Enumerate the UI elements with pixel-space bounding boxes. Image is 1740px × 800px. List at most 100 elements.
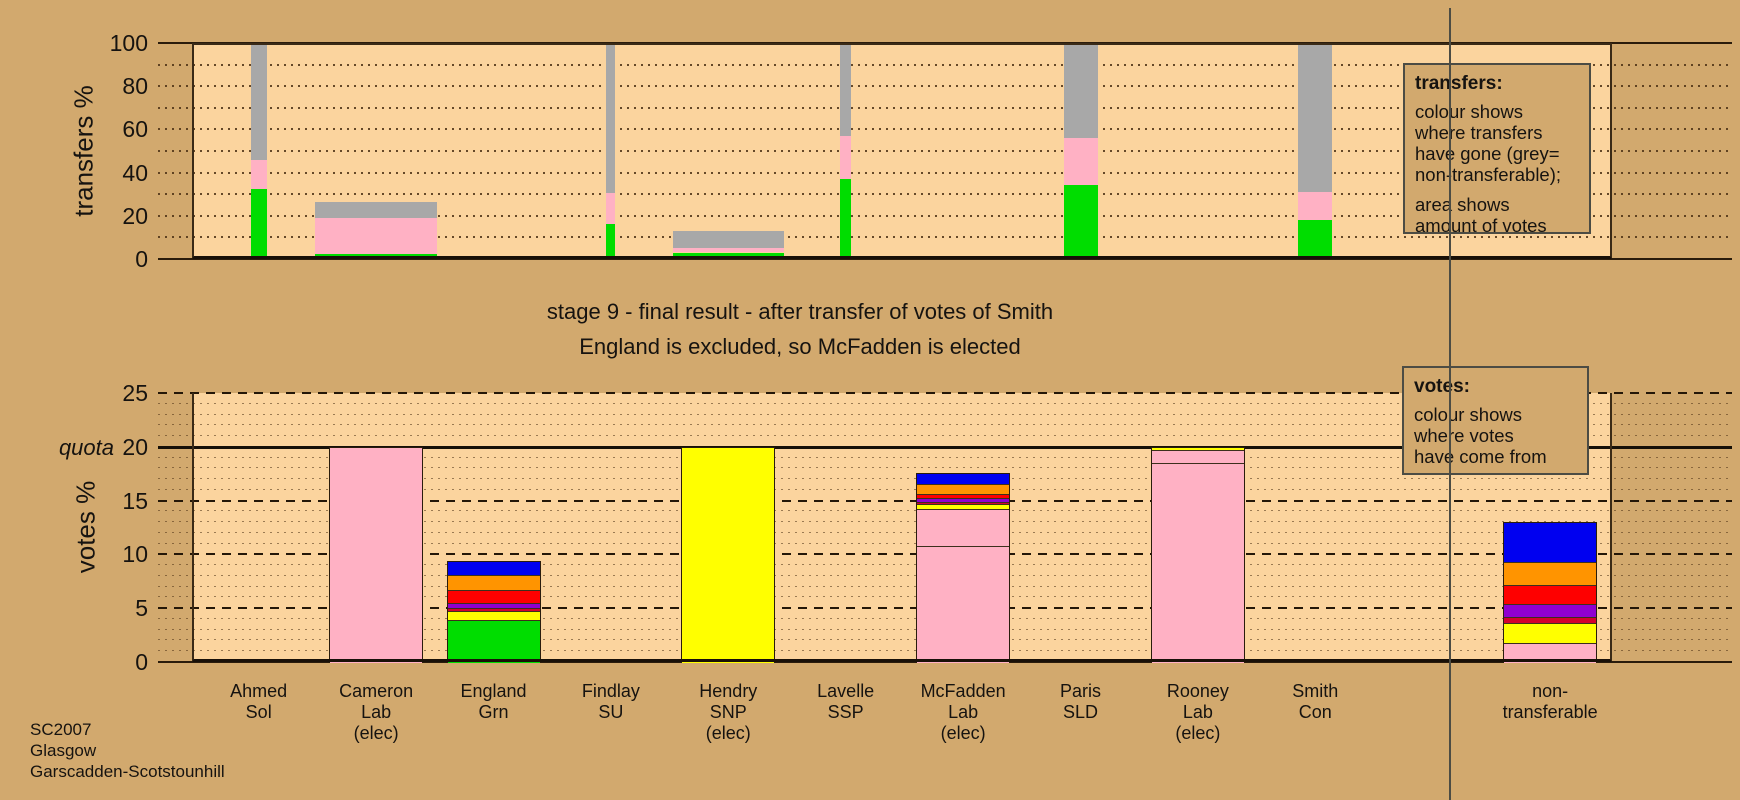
candidate-label-line: SU (598, 702, 624, 722)
bar-segment-pink (672, 248, 784, 253)
transfers-bar-ahmed-sol (250, 43, 267, 259)
candidate-label-hendry: Hendry SNP (elec) (643, 681, 813, 744)
top-chart-y-axis-title: transfers % (68, 85, 99, 217)
votes-tick-25: 25 (122, 380, 148, 406)
bar-segment-pink (1151, 462, 1244, 663)
transfers-legend-text: amount of votes (1415, 215, 1547, 236)
bar-segment-blue (917, 474, 1010, 485)
candidate-label-line: Rooney (1166, 681, 1229, 701)
bar-segment-green (447, 619, 540, 663)
bar-segment-red (917, 493, 1010, 499)
bar-segment-purple (917, 498, 1010, 502)
transfers-bar-smith-con (1298, 43, 1333, 259)
bar-segment-grey (840, 43, 852, 136)
bar-segment-crimson (917, 501, 1010, 504)
transfers-gridline-80 (158, 85, 1732, 88)
transfers-bar-lavelle-ssp (840, 43, 852, 259)
votes-bar-rooney-lab (1150, 446, 1245, 663)
votes-bar-cameron-lab (329, 446, 424, 663)
transfers-legend-text: have gone (grey= (1415, 143, 1560, 164)
stage-caption-line2: England is excluded, so McFadden is elec… (579, 334, 1021, 359)
votes-legend-title: votes: (1414, 376, 1470, 397)
bottom-chart-y-axis-title: votes % (70, 480, 101, 574)
transfers-baseline (158, 258, 1732, 260)
bar-segment-pink (1063, 138, 1098, 185)
transfers-gridline-10 (158, 236, 1732, 239)
candidate-label-line: Paris (1059, 681, 1101, 701)
bar-segment-yellow (1504, 622, 1597, 643)
transfers-tick-80: 80 (122, 73, 148, 100)
bar-segment-green (1063, 184, 1098, 259)
bar-segment-purple (1504, 603, 1597, 617)
transfers-bar-paris-sld (1063, 43, 1098, 259)
candidate-label-lavelle: Lavelle SSP (761, 681, 931, 723)
bar-segment-grey (1063, 43, 1098, 139)
candidate-label-line: Sol (245, 702, 272, 722)
bar-segment-orange (1504, 561, 1597, 585)
votes-tick-0: 0 (135, 649, 148, 675)
bar-segment-grey (315, 202, 438, 219)
candidate-label-line: Cameron (339, 681, 414, 701)
quota-label: quota (58, 435, 114, 460)
transfers-gridline-90 (158, 63, 1732, 66)
bar-segment-red (447, 589, 540, 603)
bar-segment-blue (1504, 523, 1597, 562)
votes-legend-text: where votes (1414, 425, 1514, 446)
bar-segment-green (840, 179, 852, 259)
transfers-gridline-20 (158, 214, 1732, 217)
transfers-gridline-70 (158, 106, 1732, 109)
bar-segment-purple (447, 602, 540, 608)
votes-tick-15: 15 (122, 487, 148, 514)
votes-bar-england-grn (446, 560, 541, 663)
transfers-bar-cameron-lab (315, 202, 438, 259)
candidate-label-line: Con (1298, 702, 1332, 722)
bar-segment-green (672, 252, 784, 259)
transfers-legend-text: colour shows (1415, 101, 1523, 122)
votes-gridline-23 (158, 413, 1732, 415)
candidate-label-england: England Grn (409, 681, 579, 723)
votes-bar-non-transferable (1503, 522, 1598, 663)
votes-gridline-21 (158, 435, 1732, 437)
votes-legend-text: have come from (1414, 446, 1547, 467)
candidate-label-line: transferable (1502, 702, 1598, 722)
election-id-line: Garscadden-Scotstounhill (30, 762, 225, 781)
candidate-label-line: (elec) (353, 723, 399, 743)
election-id-block: SC2007 Glasgow Garscadden-Scotstounhill (30, 719, 225, 782)
candidate-label-cameron: Cameron Lab (elec) (291, 681, 461, 744)
bar-segment-pink (315, 218, 438, 254)
votes-legend-text: colour shows (1414, 404, 1522, 425)
votes-gridline-18 (158, 467, 1732, 469)
candidate-label-line: Lab (361, 702, 392, 722)
candidate-label-line: England (460, 681, 527, 701)
candidate-label-line: Smith (1292, 681, 1339, 701)
votes-tick-20: 20 (122, 433, 148, 460)
transfers-bar-hendry-snp (672, 230, 784, 259)
bar-segment-crimson (447, 607, 540, 612)
transfers-tick-100: 100 (109, 30, 148, 56)
votes-bar-mcfadden-lab (916, 473, 1011, 663)
transfers-legend-box: transfers: colour shows where transfers … (1403, 63, 1591, 236)
transfers-gridline-30 (158, 193, 1732, 196)
votes-tick-5: 5 (135, 595, 148, 622)
candidate-label-line: McFadden (920, 681, 1006, 701)
candidate-label-line: Lab (948, 702, 979, 722)
bar-segment-grey (672, 230, 784, 249)
votes-gridline-25 (158, 392, 1732, 394)
election-id-line: SC2007 (30, 720, 92, 739)
votes-plot-area (192, 393, 1612, 662)
candidate-label-line: SLD (1062, 702, 1098, 722)
candidate-label-line: SSP (827, 702, 864, 722)
transfers-tick-20: 20 (122, 202, 148, 229)
bar-segment-orange (917, 484, 1010, 494)
candidate-label-line: non- (1532, 681, 1569, 701)
bar-segment-pink (250, 160, 267, 189)
transfers-tick-0: 0 (135, 246, 148, 272)
bar-segment-pink (1298, 192, 1333, 221)
candidate-label-line: (elec) (940, 723, 986, 743)
bar-segment-grey (250, 43, 267, 161)
candidate-label-line: Ahmed (230, 681, 288, 701)
candidate-label-rooney: Rooney Lab (elec) (1113, 681, 1283, 744)
transfers-legend-text: non-transferable); (1415, 164, 1562, 185)
bar-segment-yellow (917, 503, 1010, 509)
